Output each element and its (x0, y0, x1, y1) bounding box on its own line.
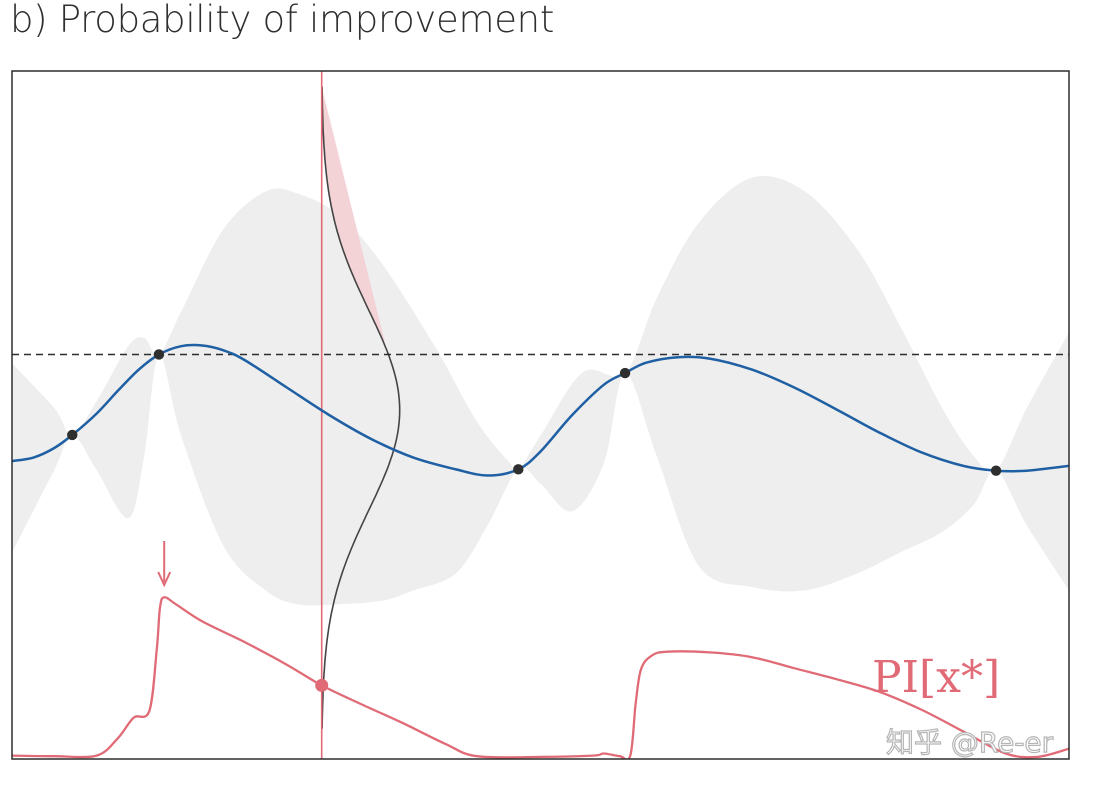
observation-point-2 (153, 349, 165, 360)
plot-frame (11, 70, 1070, 760)
improvement-region (321, 86, 387, 355)
observation-point-3 (513, 464, 524, 475)
observation-point-1 (67, 429, 78, 441)
chart-title: b) Probability of improvement (10, 0, 555, 41)
max-arrow-head (157, 571, 172, 588)
observation-point-5 (990, 465, 1002, 476)
acquisition-label: PI[x*] (872, 652, 1000, 703)
observation-point-4 (619, 367, 631, 379)
uncertainty-band (12, 175, 1069, 606)
watermark: 知乎 @Re-er (886, 726, 1054, 759)
query-pi-point (315, 678, 329, 692)
mean-line (12, 343, 1069, 477)
predictive-distribution-curve (321, 86, 401, 729)
pi-acquisition-line (12, 596, 1069, 759)
